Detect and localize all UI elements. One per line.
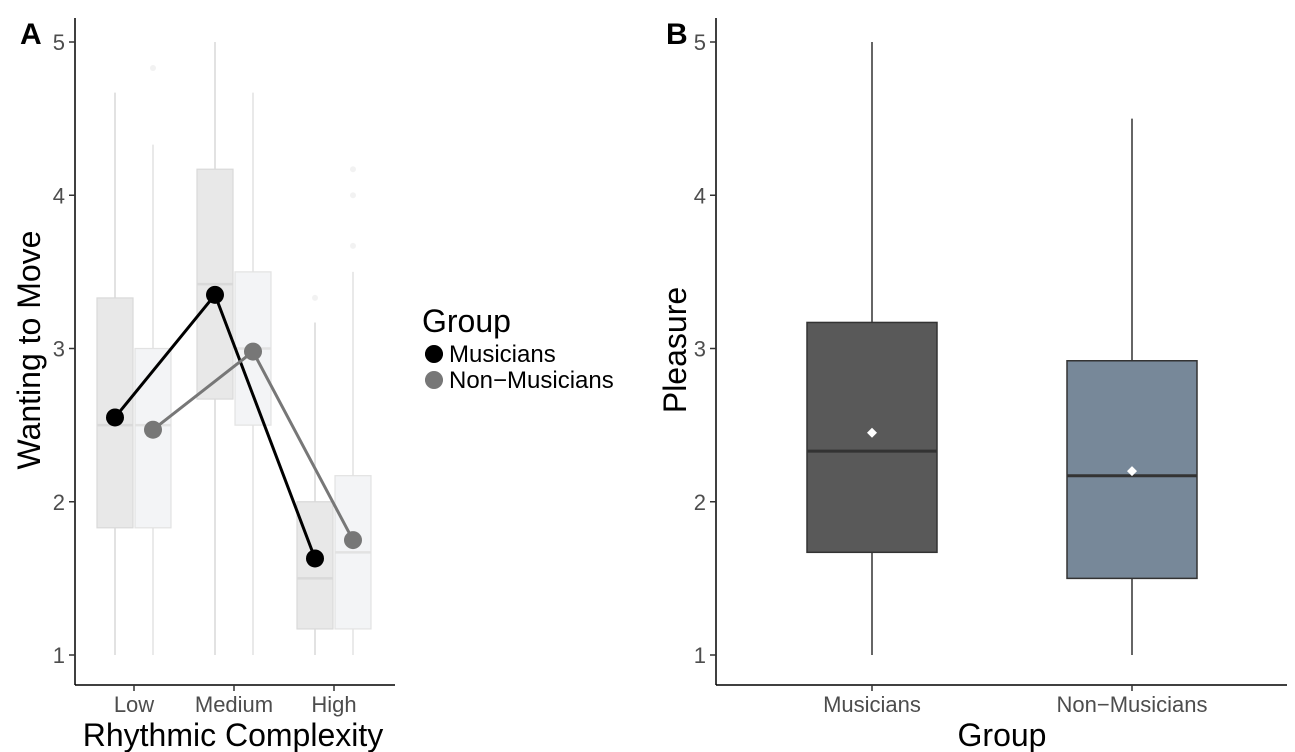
panel-b-x-ticks: Musicians Non−Musicians <box>823 685 1208 717</box>
panel-b-y-tick-label-0: 1 <box>694 643 706 668</box>
mean-marker-musicians <box>867 427 877 438</box>
outlier-musicians-high-0 <box>312 294 318 301</box>
panel-a-y-tick-label-3: 4 <box>53 183 65 208</box>
outlier-non-musicians-high-0 <box>350 242 356 249</box>
panel-a-x-tick-label-low: Low <box>114 692 154 717</box>
panel-b-x-tick-label-musicians: Musicians <box>823 692 921 717</box>
panel-a-y-tick-label-2: 3 <box>53 337 65 362</box>
outlier-non-musicians-low-0 <box>150 65 156 72</box>
panel-a-axes <box>74 18 395 686</box>
panel-a-x-tick-label-high: High <box>311 692 356 717</box>
legend-key-point-non-musicians <box>425 371 443 389</box>
panel-b-boxes <box>806 42 1198 655</box>
mean-point-musicians-low <box>106 408 124 427</box>
panel-a-y-tick-label-1: 2 <box>53 490 65 515</box>
panel-a: A 1 2 3 4 5 Low Medium High Rhythmic Complexit… <box>11 18 395 752</box>
legend-key-point-musicians <box>425 345 443 363</box>
panel-a-x-axis-title: Rhythmic Complexity <box>83 717 384 752</box>
mean-point-non-musicians-high <box>344 531 362 550</box>
panel-b-letter: B <box>666 18 688 51</box>
panel-b-x-tick-label-non-musicians: Non−Musicians <box>1056 692 1207 717</box>
panel-b-y-tick-label-2: 3 <box>694 337 706 362</box>
mean-marker-non-musicians <box>1127 466 1137 477</box>
panel-b-axes <box>715 18 1287 686</box>
panel-a-y-axis-title: Wanting to Move <box>11 231 47 470</box>
panel-a-boxes <box>96 42 372 655</box>
legend-title: Group <box>422 303 511 339</box>
panel-b-y-tick-label-4: 5 <box>694 30 706 55</box>
panel-a-y-tick-label-4: 5 <box>53 30 65 55</box>
outlier-non-musicians-high-2 <box>350 166 356 173</box>
legend-label-musicians: Musicians <box>449 341 556 368</box>
panel-b-x-axis-title: Group <box>958 717 1047 752</box>
legend-label-non-musicians: Non−Musicians <box>449 367 614 394</box>
mean-point-musicians-high <box>306 549 324 568</box>
panel-a-y-ticks: 1 2 3 4 5 <box>53 30 75 668</box>
panel-a-letter: A <box>20 18 42 51</box>
mean-point-musicians-medium <box>206 285 224 304</box>
panel-a-x-tick-label-medium: Medium <box>195 692 273 717</box>
mean-point-non-musicians-medium <box>244 342 262 361</box>
panel-b: B 1 2 3 4 5 Musicians Non−Musicians Group Ple… <box>657 18 1287 752</box>
panel-b-y-ticks: 1 2 3 4 5 <box>694 30 716 668</box>
panel-a-y-tick-label-0: 1 <box>53 643 65 668</box>
panel-a-mean-lines <box>106 285 362 568</box>
panel-b-y-axis-title: Pleasure <box>657 287 693 413</box>
panel-a-x-ticks: Low Medium High <box>114 685 357 717</box>
panel-b-y-tick-label-3: 4 <box>694 183 706 208</box>
panel-b-y-tick-label-1: 2 <box>694 490 706 515</box>
outlier-non-musicians-high-1 <box>350 192 356 199</box>
mean-point-non-musicians-low <box>144 420 162 439</box>
